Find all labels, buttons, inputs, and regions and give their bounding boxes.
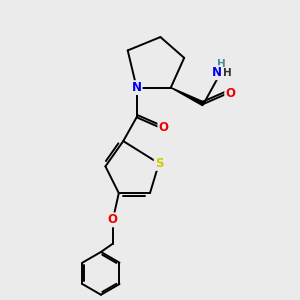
Text: O: O xyxy=(225,87,235,100)
Text: N: N xyxy=(132,81,142,94)
Text: H: H xyxy=(217,59,226,69)
Text: S: S xyxy=(155,157,163,170)
Text: N: N xyxy=(212,66,222,79)
Text: O: O xyxy=(108,213,118,226)
Text: O: O xyxy=(158,121,168,134)
Text: H: H xyxy=(223,68,232,78)
Polygon shape xyxy=(171,88,204,106)
